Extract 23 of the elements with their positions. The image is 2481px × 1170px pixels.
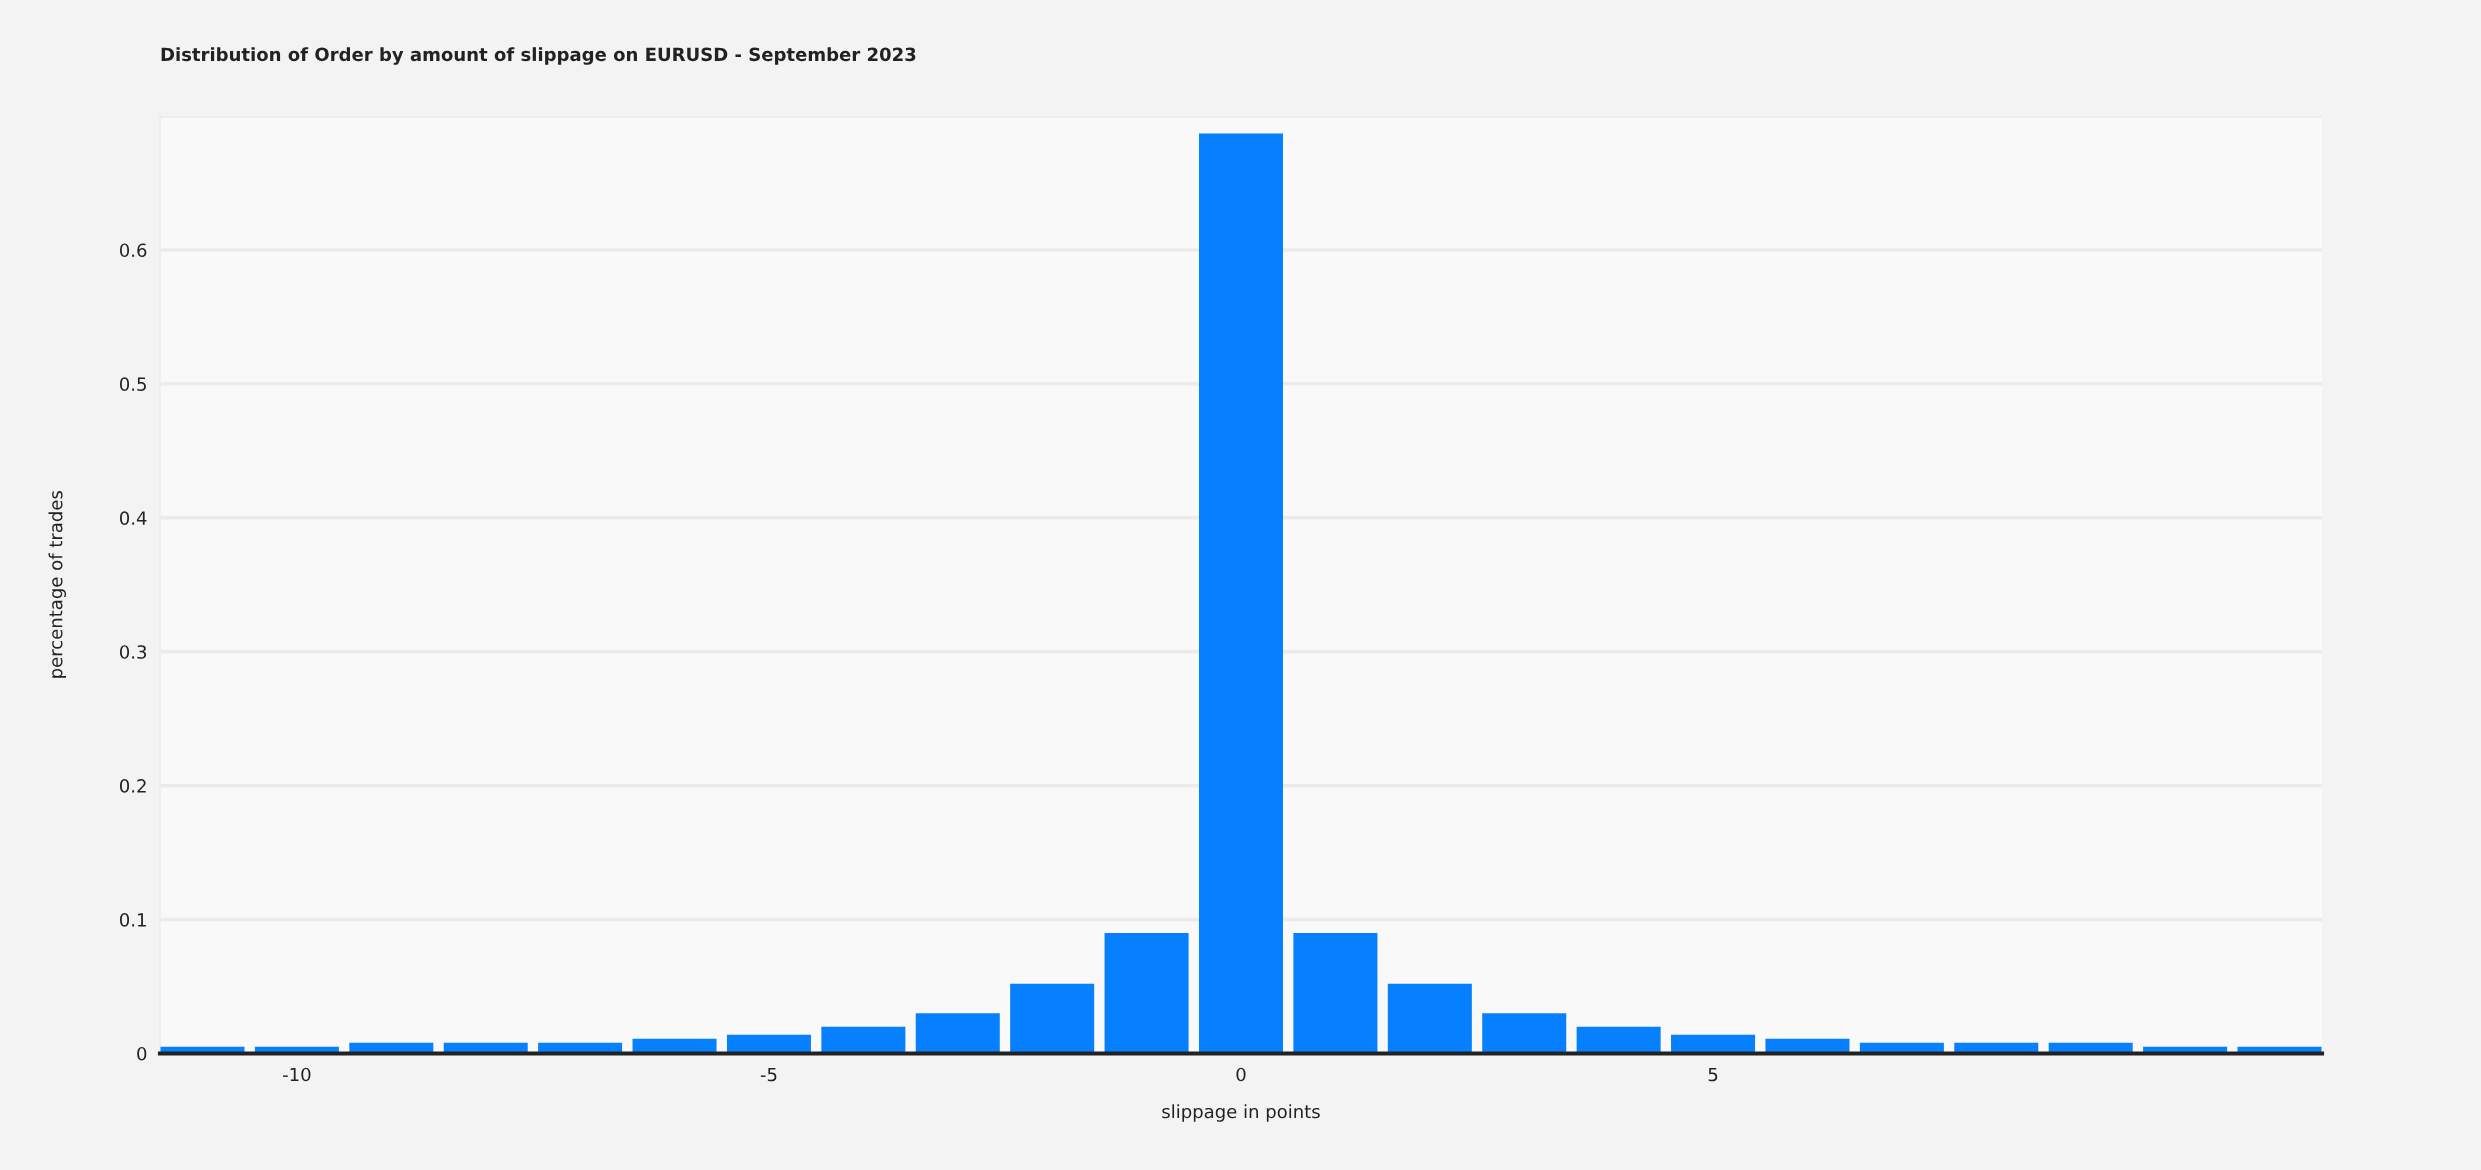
bar xyxy=(1198,133,1284,1054)
x-tick-label: -5 xyxy=(760,1067,777,1082)
y-tick-label: 0.3 xyxy=(119,645,147,659)
x-axis-title: slippage in points xyxy=(1162,1104,1320,1122)
y-tick-label: 0.6 xyxy=(119,243,147,258)
y-tick-label: 0.2 xyxy=(119,779,146,793)
bar xyxy=(1387,983,1472,1054)
bar xyxy=(1482,1013,1567,1054)
bar xyxy=(1576,1026,1661,1054)
bar xyxy=(821,1026,906,1054)
x-tick-label: 0 xyxy=(1236,1067,1246,1082)
y-tick-label: 0 xyxy=(137,1046,147,1061)
bar xyxy=(1010,983,1095,1054)
bar xyxy=(1104,932,1189,1054)
y-tick-label: 0.5 xyxy=(119,377,146,391)
x-tick-label: -10 xyxy=(283,1067,311,1082)
bar xyxy=(915,1013,1000,1054)
y-tick-label: 0.1 xyxy=(119,913,146,927)
y-tick-label: 0.4 xyxy=(119,511,147,525)
x-tick-label: 5 xyxy=(1708,1067,1718,1082)
y-axis-title: percentage of trades xyxy=(48,491,67,678)
chart-title: Distribution of Order by amount of slippage on EURUSD - September 2023 xyxy=(161,47,916,65)
bar xyxy=(1293,932,1378,1054)
